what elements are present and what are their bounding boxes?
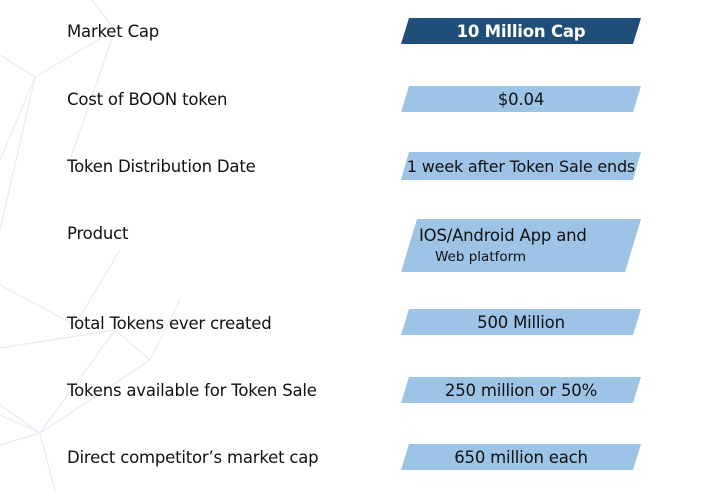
value-cost-of-token: $0.04: [401, 86, 641, 112]
value-text: $0.04: [497, 89, 545, 109]
value-token-distribution-date: 1 week after Token Sale ends: [401, 152, 641, 180]
light-parallelogram-shape: [401, 377, 641, 403]
value-text: 250 million or 50%: [444, 380, 598, 400]
value-competitor-market-cap: 650 million each: [401, 444, 641, 470]
dark-parallelogram-shape: [401, 18, 641, 44]
label-cost-of-token: Cost of BOON token: [67, 90, 228, 109]
value-total-tokens: 500 Million: [401, 309, 641, 335]
label-competitor-market-cap: Direct competitor’s market cap: [67, 448, 319, 467]
light-parallelogram-shape: [401, 444, 641, 470]
light-parallelogram-shape: [401, 219, 641, 272]
light-parallelogram-shape: [401, 86, 641, 112]
label-market-cap: Market Cap: [67, 22, 160, 41]
light-parallelogram-shape: [401, 152, 641, 180]
label-total-tokens: Total Tokens ever created: [67, 314, 272, 333]
value-text-line1: IOS/Android App and: [419, 225, 587, 245]
value-text: 500 Million: [477, 312, 565, 332]
value-text-line2: Web platform: [435, 248, 527, 265]
value-market-cap: 10 Million Cap: [401, 18, 641, 44]
label-product: Product: [67, 224, 129, 243]
value-text: 650 million each: [454, 447, 588, 467]
label-tokens-available: Tokens available for Token Sale: [67, 381, 317, 400]
label-token-distribution-date: Token Distribution Date: [67, 157, 256, 176]
light-parallelogram-shape: [401, 309, 641, 335]
value-tokens-available: 250 million or 50%: [401, 377, 641, 403]
value-text: 10 Million Cap: [456, 21, 586, 41]
value-product: IOS/Android App and Web platform: [401, 219, 641, 272]
value-text: 1 week after Token Sale ends: [406, 156, 636, 176]
